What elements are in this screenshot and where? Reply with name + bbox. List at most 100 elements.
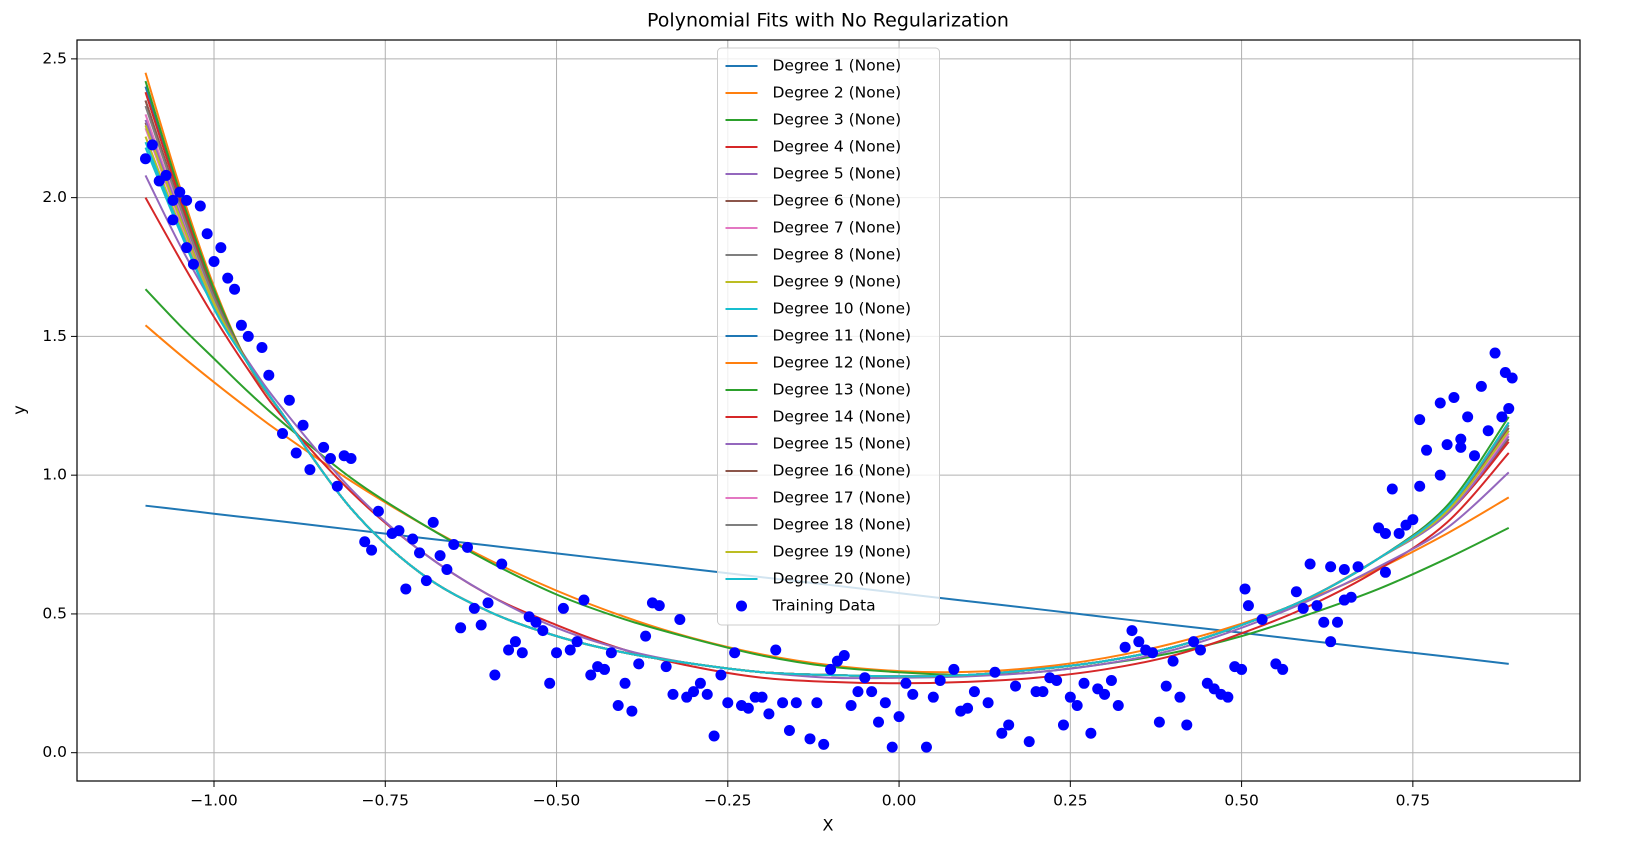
data-point [208, 255, 220, 267]
data-point [290, 447, 302, 459]
legend-label: Degree 4 (None) [773, 138, 902, 156]
data-point [1503, 403, 1515, 415]
data-point [1407, 514, 1419, 526]
x-tick-label: −0.25 [704, 792, 752, 810]
data-point [1167, 655, 1179, 667]
data-point [441, 564, 453, 576]
data-point [1174, 691, 1186, 703]
data-point [770, 644, 782, 656]
data-point [1242, 600, 1254, 612]
data-point [256, 342, 268, 354]
data-point [427, 516, 439, 528]
x-tick-label: 0.50 [1224, 792, 1259, 810]
legend-box [717, 47, 940, 626]
data-point [1133, 636, 1145, 648]
data-point [1325, 561, 1337, 573]
data-point [1455, 441, 1467, 453]
y-tick-label: 2.0 [42, 188, 67, 206]
legend-marker [736, 600, 747, 612]
data-point [187, 258, 199, 270]
data-point [1325, 636, 1337, 648]
data-point [1462, 411, 1474, 423]
data-point [777, 697, 789, 709]
chart-title: Polynomial Fits with No Regularization [647, 10, 1009, 32]
data-point [304, 464, 316, 476]
legend-label: Degree 9 (None) [773, 273, 902, 291]
data-point [235, 319, 247, 331]
legend-label: Degree 11 (None) [773, 327, 912, 345]
data-point [345, 453, 357, 465]
data-point [544, 677, 556, 689]
data-point [537, 625, 549, 637]
legend: Degree 1 (None) Degree 2 (None) Degree 3 (… [717, 47, 940, 626]
data-point [482, 597, 494, 609]
data-point [578, 594, 590, 606]
data-point [1379, 527, 1391, 539]
data-point [900, 677, 912, 689]
data-point [263, 369, 275, 381]
data-point [461, 541, 473, 553]
legend-label: Degree 13 (None) [773, 381, 912, 399]
data-point [468, 602, 480, 614]
data-point [174, 186, 186, 198]
data-point [318, 441, 330, 453]
data-point [1414, 480, 1426, 492]
legend-label: Degree 8 (None) [773, 246, 902, 264]
data-point [1051, 675, 1063, 687]
plot-area [140, 72, 1518, 753]
data-point [927, 691, 939, 703]
legend-label: Degree 7 (None) [773, 219, 902, 237]
data-point [968, 686, 980, 698]
data-point [1352, 561, 1364, 573]
data-point [1119, 641, 1131, 653]
data-point [222, 272, 234, 284]
data-point [886, 741, 898, 753]
data-point [229, 283, 241, 295]
data-point [1496, 411, 1508, 423]
data-point [667, 688, 679, 700]
data-point [1078, 677, 1090, 689]
y-tick-label: 2.5 [42, 49, 67, 67]
legend-label: Degree 3 (None) [773, 111, 902, 129]
data-point [1023, 736, 1035, 748]
x-axis-label: X [823, 816, 834, 835]
data-point [1414, 414, 1426, 426]
data-point [852, 686, 864, 698]
data-point [1393, 527, 1405, 539]
data-point [1003, 719, 1015, 731]
fit-line [144, 288, 1510, 676]
data-point [1297, 602, 1309, 614]
data-point [1386, 483, 1398, 495]
data-point [1147, 647, 1159, 659]
data-point [1064, 691, 1076, 703]
data-point [564, 644, 576, 656]
data-point [688, 686, 700, 698]
data-point [1057, 719, 1069, 731]
data-point [1489, 347, 1501, 359]
data-point [605, 647, 617, 659]
data-point [996, 727, 1008, 739]
fit-line [144, 147, 1510, 678]
y-tick-label: 1.5 [42, 327, 67, 345]
y-tick-label: 0.0 [42, 743, 67, 761]
data-point [701, 688, 713, 700]
data-point [359, 536, 371, 548]
data-point [948, 663, 960, 675]
data-point [982, 697, 994, 709]
data-point [1434, 469, 1446, 481]
data-point [475, 619, 487, 631]
data-point [653, 600, 665, 612]
data-point [1304, 558, 1316, 570]
data-point [1194, 644, 1206, 656]
legend-label: Degree 15 (None) [773, 435, 912, 453]
data-point [790, 697, 802, 709]
data-point [167, 214, 179, 226]
axes-frame [76, 39, 1581, 782]
data-point [194, 200, 206, 212]
data-point [660, 661, 672, 673]
data-point [146, 139, 158, 151]
data-point [811, 697, 823, 709]
data-point [694, 677, 706, 689]
data-point [160, 169, 172, 181]
